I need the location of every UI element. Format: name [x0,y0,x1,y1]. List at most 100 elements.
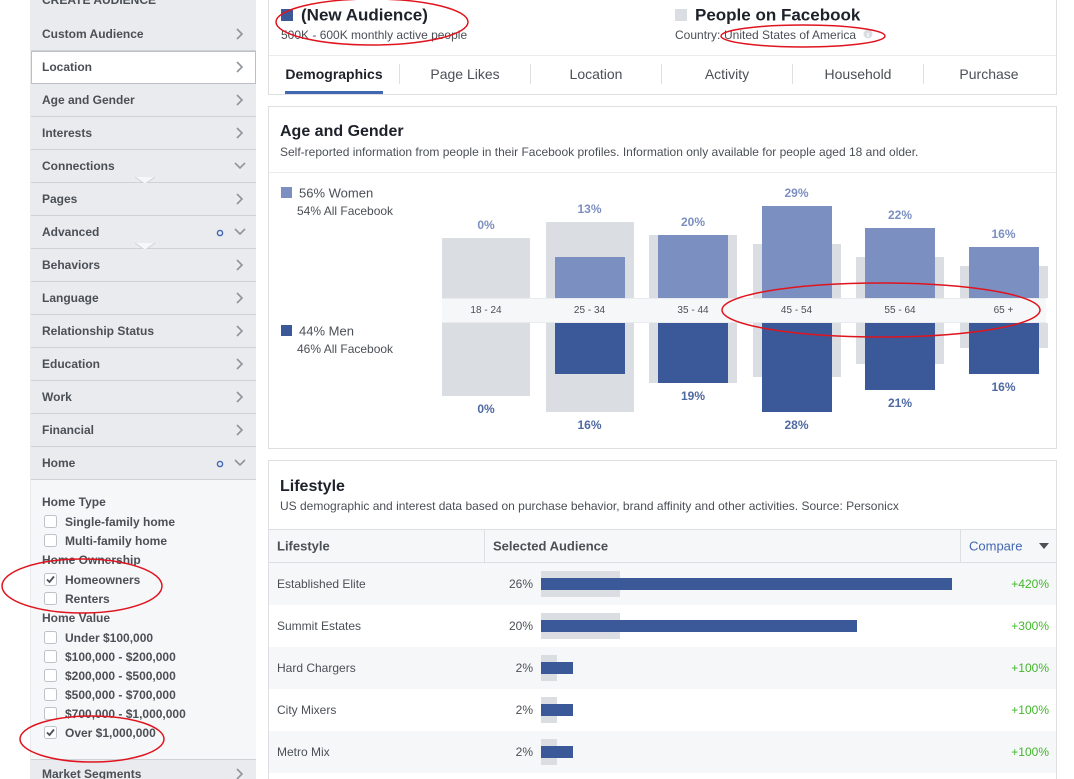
women-bar [658,234,728,298]
women-bar [554,256,625,298]
men-value: 21% [887,395,913,410]
women-value: 22% [887,208,913,223]
sidebar-item[interactable] [31,381,256,414]
audience-bar [541,578,952,590]
option-label[interactable]: $100,000 - $200,000 [65,650,176,664]
option-label[interactable]: Over $1,000,000 [65,726,156,740]
audience-size: 500K - 600K monthly active people [281,28,468,42]
tab[interactable]: Household [824,66,892,82]
option-label[interactable]: Multi-family home [65,534,168,548]
sidebar-item-label[interactable]: Home [42,456,76,470]
sidebar-item[interactable] [31,282,256,315]
sidebar-item-label[interactable]: Connections [42,159,115,173]
audience-pct: 2% [515,703,533,717]
checkbox [44,650,57,663]
chevron-right [236,358,244,370]
sidebar-item-label[interactable]: Education [42,357,101,371]
chevron-right [236,259,244,271]
column-header: Selected Audience [493,538,609,554]
facebook-bar [442,237,530,298]
column-divider [484,529,485,563]
edited-dot [216,229,224,237]
tabs-divider [269,55,1056,56]
audience-bar [541,620,857,632]
audience-name: (New Audience) [301,5,428,25]
compare-value: +100% [1011,745,1049,759]
tab[interactable]: Location [569,66,623,82]
men-bar [761,323,832,412]
men-bar [554,323,625,374]
sidebar-item-label[interactable]: Age and Gender [42,93,135,107]
chevron-right [236,193,244,205]
sort-arrow [1039,543,1049,549]
sidebar-item-label[interactable]: Location [42,60,92,74]
tab[interactable]: Page Likes [430,66,500,82]
tab[interactable]: Activity [704,66,750,82]
option-label[interactable]: Single-family home [65,515,176,529]
women-bar [865,228,935,298]
table-header [269,529,1056,563]
option-label[interactable]: Under $100,000 [65,631,154,645]
age-label: 65 + [993,305,1014,316]
sidebar-item[interactable] [31,447,256,480]
compare-value: +100% [1011,703,1049,717]
audience-pct: 2% [515,661,533,675]
chevron-right [236,61,244,73]
sidebar-item[interactable] [31,117,256,150]
sidebar-item-label[interactable]: Work [42,390,72,404]
tab[interactable]: Purchase [959,66,1019,82]
age-label: 25 - 34 [573,305,606,316]
option-label[interactable]: $500,000 - $700,000 [65,688,176,702]
sidebar-item-label[interactable]: Pages [42,192,78,206]
sidebar-item-label[interactable]: Behaviors [42,258,101,272]
option-label[interactable]: Homeowners [65,573,141,587]
home-panel [31,480,256,760]
tab-separator [661,64,662,84]
sidebar-item-label[interactable]: Relationship Status [42,324,155,338]
option-label[interactable]: Renters [65,592,110,606]
sidebar-item-label[interactable]: Interests [42,126,93,140]
men-bar [658,323,728,384]
chevron-down [234,459,246,467]
compare-name: People on Facebook [695,5,861,25]
audience-bar [541,746,573,758]
checkbox [44,726,57,739]
sidebar-item-label[interactable]: Advanced [42,225,100,239]
option-label[interactable]: $200,000 - $500,000 [65,669,176,683]
sidebar-item[interactable] [31,183,256,216]
sidebar-item[interactable] [31,315,256,348]
column-header[interactable]: Compare [969,538,1023,554]
checkbox [44,631,57,644]
sidebar-item[interactable] [31,414,256,447]
chevron-right [236,424,244,436]
sidebar-heading: CREATE AUDIENCE [42,0,157,7]
sidebar-item-label[interactable]: Custom Audience [42,27,144,41]
section-title: Lifestyle [280,478,345,495]
sidebar-item[interactable] [31,51,256,84]
chevron-right [236,28,244,40]
section-title: Age and Gender [280,123,404,140]
sidebar-item-label[interactable]: Language [42,291,99,305]
sidebar-item[interactable] [31,348,256,381]
women-value: 16% [991,227,1016,242]
audience-pct: 20% [508,619,533,633]
age-axis [442,298,1046,323]
sidebar-item-label[interactable]: Financial [42,423,95,437]
sidebar-item-label[interactable]: Market Segments [42,767,142,779]
sidebar-item[interactable] [31,84,256,117]
sidebar-item[interactable] [31,18,256,51]
chevron-down [234,162,246,170]
checkbox [44,669,57,682]
men-bar [865,323,935,390]
country: United States of America [724,28,857,42]
chevron-right [236,292,244,304]
checkbox [44,515,57,528]
tab[interactable]: Demographics [285,66,383,82]
women-value: 13% [577,201,602,216]
option-label[interactable]: $700,000 - $1,000,000 [65,707,186,721]
sidebar-item[interactable] [31,249,256,282]
age-label: 45 - 54 [780,305,813,316]
lifestyle-name: Metro Mix [277,745,330,759]
legend-sub: 54% All Facebook [297,204,394,218]
